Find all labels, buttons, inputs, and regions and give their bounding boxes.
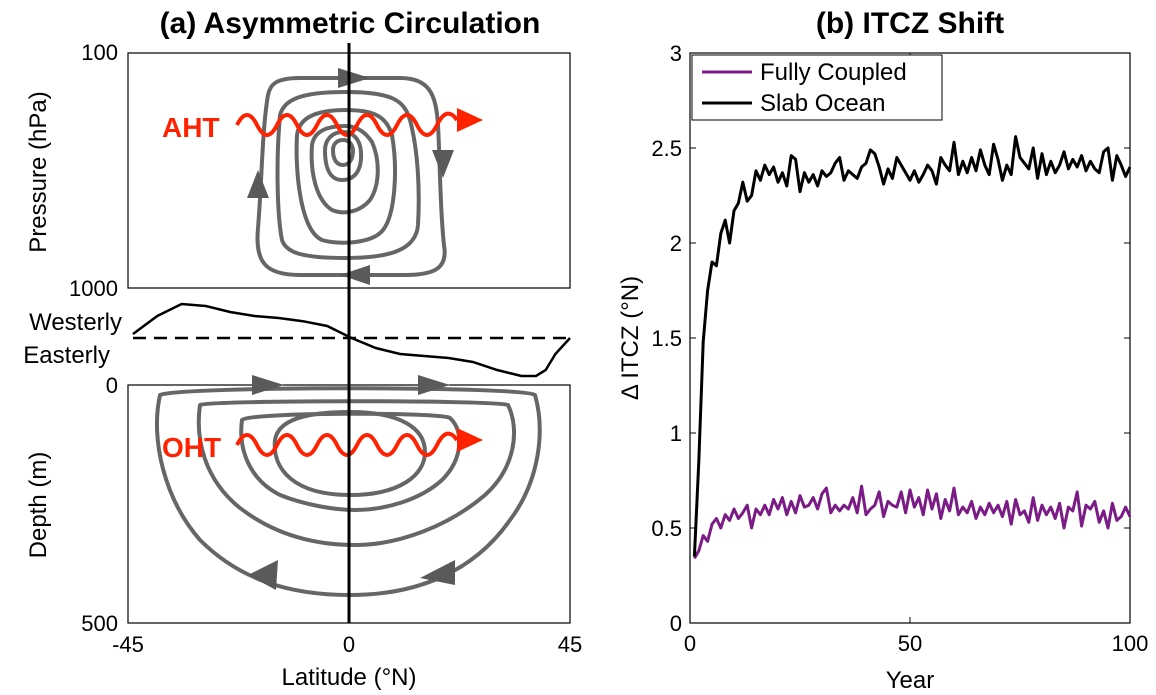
oht-arrowhead: [457, 428, 483, 452]
atmosphere-streamline-4: [309, 124, 380, 215]
westerly-label: Westerly: [29, 309, 122, 336]
panel-b-axes: 0 0.5 1 1.5 2 2.5 3 0 50 100: [651, 41, 1148, 656]
panel-b-ytick-label: 0: [670, 611, 682, 636]
panel-a: (a) Asymmetric Circulation 100 1000 Pres…: [23, 7, 582, 691]
atmosphere-streamline-6: [331, 138, 355, 167]
aht-arrowhead: [457, 108, 483, 132]
legend-label-fully-coupled: Fully Coupled: [760, 59, 907, 86]
ocean-arrow-top-left: [252, 375, 284, 395]
atmosphere-streamline-outer: [255, 76, 447, 277]
aht-label: AHT: [162, 112, 220, 143]
panel-b-xlabel: Year: [886, 667, 935, 694]
ocean-streamline-4: [272, 410, 427, 497]
panel-b-ytick-label: 2: [670, 231, 682, 256]
ocean-ytick-top: 0: [106, 373, 118, 398]
panel-b-ytick-label: 0.5: [651, 516, 682, 541]
panel-a-xlabel: Latitude (°N): [282, 664, 417, 691]
legend-label-slab-ocean: Slab Ocean: [760, 90, 885, 117]
panel-b-xtick-label: 100: [1112, 631, 1149, 656]
panel-a-xtick-center: 0: [343, 632, 355, 657]
atmosphere-streamline-5: [323, 130, 364, 182]
atmosphere-streamlines: [255, 76, 447, 277]
panel-a-title: (a) Asymmetric Circulation: [160, 7, 541, 40]
ocean-ylabel: Depth (m): [25, 452, 52, 559]
ocean-panel: 0 500 Depth (m) OHT: [25, 373, 571, 636]
panel-b-title: (b) ITCZ Shift: [816, 7, 1004, 40]
ocean-arrow-bottom-right: [420, 560, 455, 585]
panel-b-ytick-label: 1.5: [651, 326, 682, 351]
oht-wave: [235, 431, 459, 457]
panel-b-plot-frame: [689, 52, 1131, 624]
series-line-slab-ocean: [692, 135, 1132, 557]
atmosphere-panel: 100 1000 Pressure (hPa) AHT: [25, 40, 571, 301]
legend-box: [691, 54, 943, 121]
wind-profile: Westerly Easterly: [23, 302, 571, 378]
atmosphere-streamline-2: [275, 90, 421, 260]
atmosphere-arrow-right: [432, 150, 454, 178]
ocean-ytick-bottom: 500: [81, 611, 118, 636]
series-line-fully-coupled: [693, 484, 1132, 560]
panel-b-ytick-label: 3: [670, 41, 682, 66]
ocean-streamline-2: [196, 399, 516, 547]
panel-b-ylabel: Δ ITCZ (°N): [617, 276, 644, 400]
panel-b-xtick-label: 0: [684, 631, 696, 656]
legend: Fully Coupled Slab Ocean: [691, 54, 943, 121]
ocean-arrow-bottom-left: [248, 560, 278, 590]
panel-b-series: [692, 135, 1132, 560]
panel-b-ytick-label: 2.5: [651, 136, 682, 161]
ocean-arrow-top-right: [418, 375, 450, 395]
panel-b: (b) ITCZ Shift 0 0.5 1 1.5 2 2.5 3 0 50 100 Δ ITC…: [617, 7, 1148, 694]
panel-a-xtick-right: 45: [558, 632, 582, 657]
aht-wave: [235, 111, 459, 137]
oht-label: OHT: [162, 432, 221, 463]
panel-a-xtick-left: -45: [112, 632, 144, 657]
atmosphere-arrow-bottom: [340, 265, 370, 285]
panel-b-ytick-label: 1: [670, 421, 682, 446]
wind-profile-curve: [132, 302, 571, 378]
atmosphere-ylabel: Pressure (hPa): [25, 91, 52, 252]
atmosphere-arrow-top: [338, 68, 370, 88]
atmosphere-ytick-top: 100: [81, 40, 118, 65]
atmosphere-ytick-bottom: 1000: [69, 276, 118, 301]
panel-b-xtick-label: 50: [898, 631, 922, 656]
atmosphere-streamline-3: [294, 108, 397, 245]
easterly-label: Easterly: [23, 342, 110, 369]
atmosphere-arrow-left: [247, 170, 269, 198]
